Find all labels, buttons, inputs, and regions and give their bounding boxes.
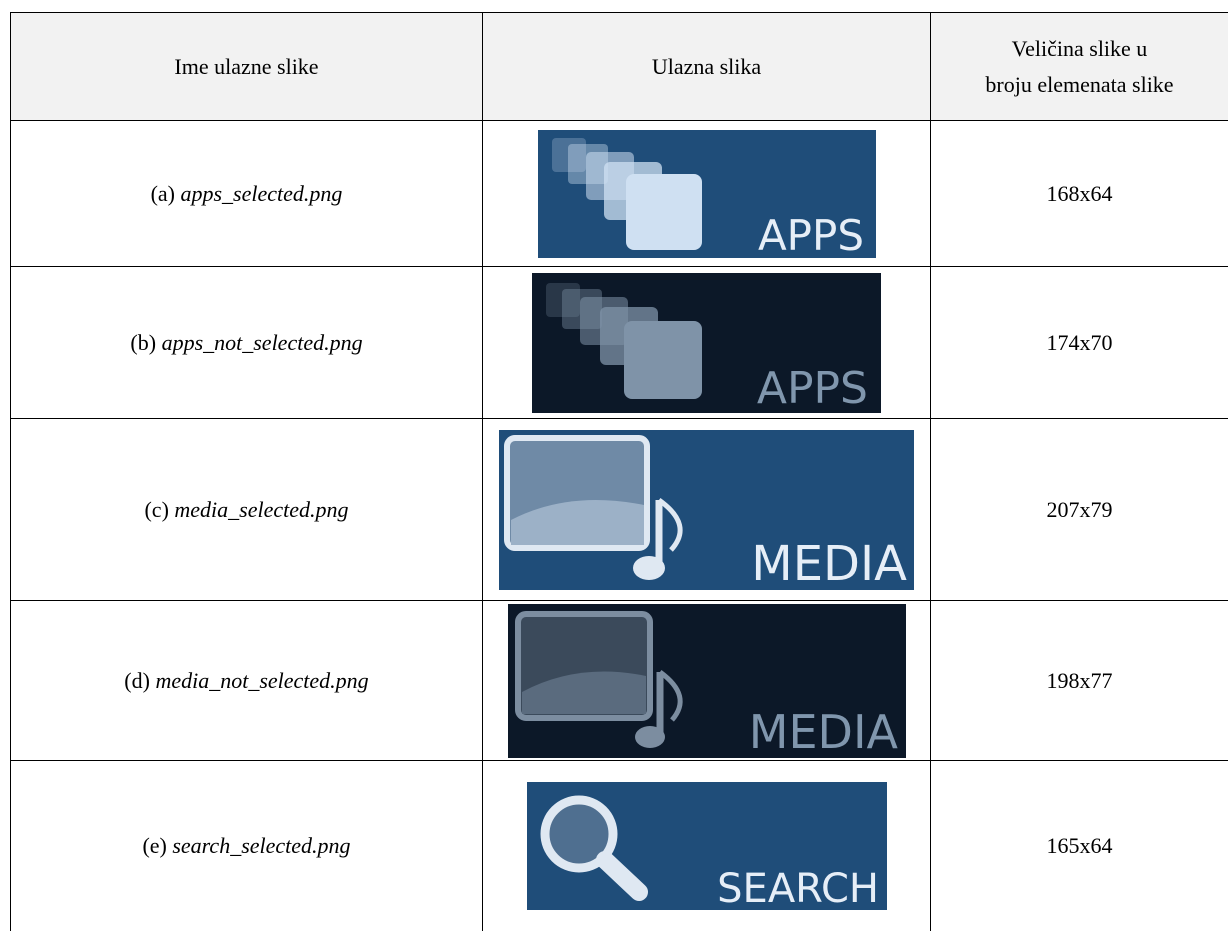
prefix: (b) (130, 330, 156, 355)
thumbnail: APPS (532, 273, 881, 413)
file-name: apps_selected.png (181, 181, 343, 206)
size-cell: 165x64 (931, 761, 1228, 931)
name-cell: (a) apps_selected.png (11, 121, 483, 267)
image-label: SEARCH (717, 866, 879, 910)
image-label: MEDIA (748, 705, 898, 758)
prefix: (c) (144, 497, 168, 522)
header-cell: Ime ulazne slike (11, 13, 483, 121)
image-label: APPS (757, 211, 863, 258)
image-label: MEDIA (751, 536, 907, 590)
header-line: Veličina slike u (931, 31, 1228, 67)
thumbnail: MEDIA (499, 430, 914, 590)
size-cell: 207x79 (931, 419, 1228, 601)
image-cell: APPS (483, 267, 931, 419)
name-cell: (e) search_selected.png (11, 761, 483, 931)
image-label: APPS (757, 363, 868, 413)
thumbnail: SEARCH (527, 782, 887, 910)
row: (a) apps_selected.png APPS 168x64 (11, 121, 1228, 267)
prefix: (d) (124, 668, 150, 693)
thumbnail: APPS (538, 130, 876, 258)
image-cell: MEDIA (483, 419, 931, 601)
row: (b) apps_not_selected.png APPS 174x70 (11, 267, 1228, 419)
size-cell: 174x70 (931, 267, 1228, 419)
row: (c) media_selected.png MEDIA 207x79 (11, 419, 1228, 601)
row: (e) search_selected.png SEARCH 165x64 (11, 761, 1228, 931)
row: (d) media_not_selected.png MEDIA 198x77 (11, 601, 1228, 761)
file-name: search_selected.png (172, 833, 350, 858)
size-cell: 198x77 (931, 601, 1228, 761)
name-cell: (d) media_not_selected.png (11, 601, 483, 761)
name-cell: (b) apps_not_selected.png (11, 267, 483, 419)
file-name: apps_not_selected.png (162, 330, 363, 355)
file-name: media_selected.png (174, 497, 348, 522)
prefix: (e) (142, 833, 166, 858)
image-table: Ime ulazne slike Ulazna slika Veličina s… (10, 12, 1228, 931)
image-cell: SEARCH (483, 761, 931, 931)
header-row: Ime ulazne slike Ulazna slika Veličina s… (11, 13, 1228, 121)
thumbnail: MEDIA (508, 604, 906, 758)
image-cell: APPS (483, 121, 931, 267)
header-line: broju elemenata slike (931, 67, 1228, 103)
name-cell: (c) media_selected.png (11, 419, 483, 601)
file-name: media_not_selected.png (155, 668, 368, 693)
header-cell: Ulazna slika (483, 13, 931, 121)
header-cell: Veličina slike u broju elemenata slike (931, 13, 1228, 121)
size-cell: 168x64 (931, 121, 1228, 267)
prefix: (a) (151, 181, 175, 206)
image-cell: MEDIA (483, 601, 931, 761)
